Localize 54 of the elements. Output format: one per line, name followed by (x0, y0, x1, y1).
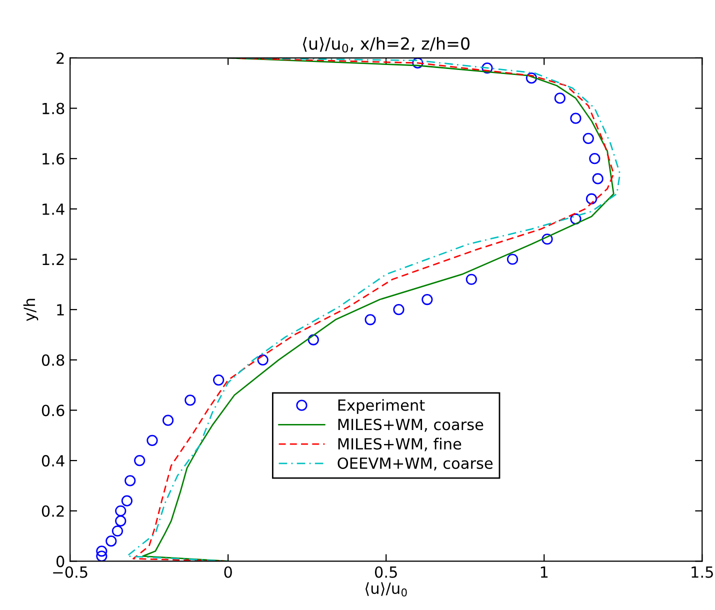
point (257, 354, 268, 366)
point (586, 193, 598, 204)
legend-label: MILES+WM, coarse (338, 418, 484, 432)
x-tick-label: −0.5 (53, 566, 88, 578)
y-tick-label: 1.2 (42, 254, 64, 266)
x-axis-title: ⟨u⟩/u$_{0}$ (366, 582, 407, 596)
point (184, 394, 196, 406)
point (121, 495, 133, 506)
point (364, 314, 376, 326)
legend-label: Experiment (338, 399, 425, 414)
point (570, 112, 582, 124)
point (466, 274, 477, 285)
y-tick-label: 1.6 (42, 153, 64, 165)
y-tick-label: 1.8 (42, 102, 64, 114)
x-tick-label: 0 (224, 566, 232, 578)
point (570, 213, 582, 225)
point (134, 454, 146, 466)
point (592, 173, 604, 184)
point (146, 434, 158, 446)
legend-label: OEEVM+WM, coarse (338, 457, 493, 471)
point (115, 515, 126, 526)
point (554, 92, 566, 104)
point (106, 536, 117, 547)
point (115, 505, 126, 516)
point (412, 58, 424, 69)
point (213, 374, 224, 386)
point (589, 153, 600, 164)
y-tick-label: 0.4 (42, 455, 64, 467)
point (308, 334, 319, 346)
y-axis-title: y/h (23, 298, 38, 322)
chart-title: ⟨u⟩/u$_{0}$, x/h=2, z/h=0 (303, 36, 470, 53)
point (162, 414, 174, 426)
point (422, 294, 433, 306)
point (582, 132, 594, 144)
point (124, 475, 136, 486)
y-tick-label: 0 (56, 556, 64, 568)
point (526, 72, 538, 84)
point (506, 254, 518, 265)
y-tick-label: 0.2 (42, 505, 64, 517)
y-tick-label: 1 (57, 304, 64, 316)
point (482, 62, 493, 74)
point (112, 525, 124, 537)
x-tick-label: 0.5 (374, 566, 397, 578)
point (393, 304, 404, 316)
legend-label: MILES+WM, fine (338, 438, 462, 452)
y-tick-label: 2 (56, 52, 64, 64)
y-tick-label: 1.4 (42, 204, 64, 215)
point (96, 550, 108, 562)
x-tick-label: 1.5 (692, 566, 713, 578)
y-tick-label: 0.6 (42, 404, 64, 416)
x-tick-label: 1 (540, 566, 548, 578)
point (96, 546, 108, 557)
y-tick-label: 0.8 (42, 354, 64, 366)
point (542, 234, 553, 245)
